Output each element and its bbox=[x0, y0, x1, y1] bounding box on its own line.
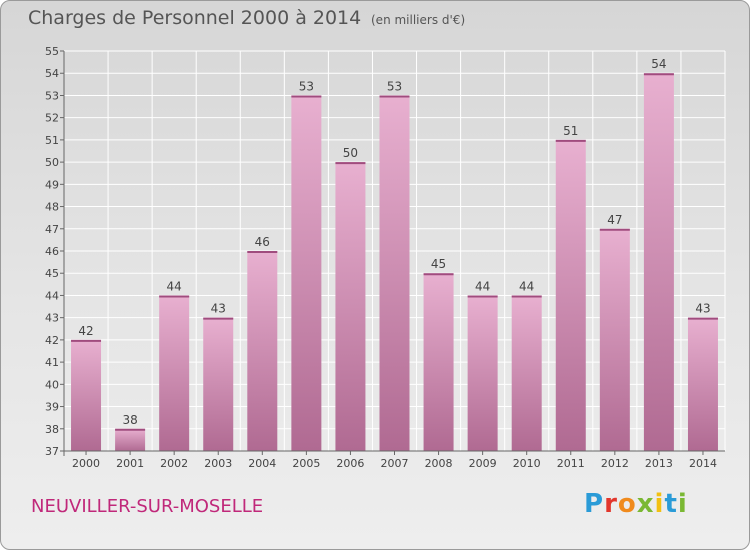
bar-group: 42 bbox=[71, 324, 102, 451]
proxiti-logo: Proxiti bbox=[584, 489, 688, 519]
x-tick-label: 2013 bbox=[645, 457, 673, 470]
bar-group: 44 bbox=[159, 279, 190, 451]
bar-group: 54 bbox=[643, 57, 674, 451]
bar-group: 43 bbox=[687, 302, 718, 451]
bar bbox=[379, 95, 410, 451]
bar-group: 53 bbox=[291, 79, 322, 451]
bar bbox=[511, 295, 542, 451]
y-tick-label: 55 bbox=[45, 45, 59, 58]
bar-group: 51 bbox=[555, 124, 586, 451]
y-tick-label: 54 bbox=[45, 67, 59, 80]
bar-value-label: 50 bbox=[343, 146, 358, 160]
y-tick-label: 39 bbox=[45, 401, 59, 414]
bar bbox=[335, 162, 366, 451]
chart-subtitle: (en milliers d'€) bbox=[371, 13, 466, 27]
bar-group: 44 bbox=[511, 279, 542, 451]
bar bbox=[291, 95, 322, 451]
city-name: NEUVILLER-SUR-MOSELLE bbox=[31, 496, 264, 517]
bar bbox=[467, 295, 498, 451]
x-tick-label: 2009 bbox=[469, 457, 497, 470]
x-tick-label: 2012 bbox=[601, 457, 629, 470]
x-tick-label: 2008 bbox=[425, 457, 453, 470]
bar-value-label: 43 bbox=[695, 302, 710, 316]
y-tick-label: 46 bbox=[45, 245, 59, 258]
bar bbox=[159, 295, 190, 451]
bar bbox=[687, 317, 718, 451]
bar bbox=[71, 339, 102, 451]
bar-group: 38 bbox=[115, 413, 146, 451]
y-tick-label: 48 bbox=[45, 201, 59, 214]
bar-group: 50 bbox=[335, 146, 366, 451]
x-tick-label: 2011 bbox=[557, 457, 585, 470]
y-tick-label: 37 bbox=[45, 445, 59, 458]
bar-group: 45 bbox=[423, 257, 454, 451]
y-tick-label: 47 bbox=[45, 223, 59, 236]
bar-value-label: 51 bbox=[563, 124, 578, 138]
x-tick-label: 2006 bbox=[336, 457, 364, 470]
bar-value-label: 46 bbox=[255, 235, 270, 249]
bar bbox=[643, 73, 674, 451]
y-tick-label: 51 bbox=[45, 134, 59, 147]
bar-value-label: 45 bbox=[431, 257, 446, 271]
bar-group: 47 bbox=[599, 213, 630, 451]
bar-value-label: 54 bbox=[651, 57, 666, 71]
bar-value-label: 44 bbox=[519, 279, 534, 293]
x-tick-label: 2001 bbox=[116, 457, 144, 470]
bar-group: 46 bbox=[247, 235, 278, 451]
bar bbox=[555, 139, 586, 451]
bar-group: 43 bbox=[203, 302, 234, 451]
y-tick-label: 43 bbox=[45, 312, 59, 325]
x-tick-label: 2007 bbox=[381, 457, 409, 470]
bar bbox=[115, 428, 146, 451]
y-tick-label: 49 bbox=[45, 178, 59, 191]
bar bbox=[247, 251, 278, 451]
y-tick-label: 45 bbox=[45, 267, 59, 280]
y-tick-label: 38 bbox=[45, 423, 59, 436]
chart-title: Charges de Personnel 2000 à 2014 bbox=[28, 7, 362, 29]
bar-value-label: 53 bbox=[387, 79, 402, 93]
bar bbox=[423, 273, 454, 451]
x-tick-label: 2000 bbox=[72, 457, 100, 470]
bar-value-label: 42 bbox=[78, 324, 93, 338]
bar-group: 44 bbox=[467, 279, 498, 451]
x-tick-label: 2003 bbox=[204, 457, 232, 470]
bar-value-label: 44 bbox=[475, 279, 490, 293]
x-tick-label: 2004 bbox=[248, 457, 276, 470]
axes: 37 38 39 40 41 42 43 44 45 46 47 48 49 50 51 52 53 54 55 20… bbox=[45, 45, 725, 470]
y-tick-label: 42 bbox=[45, 334, 59, 347]
x-tick-label: 2005 bbox=[292, 457, 320, 470]
bar-value-label: 38 bbox=[122, 413, 137, 427]
y-tick-label: 50 bbox=[45, 156, 59, 169]
bar-value-label: 47 bbox=[607, 213, 622, 227]
y-tick-label: 44 bbox=[45, 289, 59, 302]
x-tick-label: 2002 bbox=[160, 457, 188, 470]
y-tick-label: 52 bbox=[45, 112, 59, 125]
bar bbox=[599, 228, 630, 451]
y-tick-label: 53 bbox=[45, 89, 59, 102]
bars: 42 38 44 43 46 53 50 53 45 44 44 51 47 54 43 bbox=[71, 57, 718, 451]
bar bbox=[203, 317, 234, 451]
bar-value-label: 43 bbox=[211, 302, 226, 316]
y-tick-label: 40 bbox=[45, 378, 59, 391]
bar-value-label: 44 bbox=[167, 279, 182, 293]
bar-group: 53 bbox=[379, 79, 410, 451]
x-tick-label: 2014 bbox=[689, 457, 717, 470]
y-tick-label: 41 bbox=[45, 356, 59, 369]
x-tick-label: 2010 bbox=[513, 457, 541, 470]
bar-value-label: 53 bbox=[299, 79, 314, 93]
